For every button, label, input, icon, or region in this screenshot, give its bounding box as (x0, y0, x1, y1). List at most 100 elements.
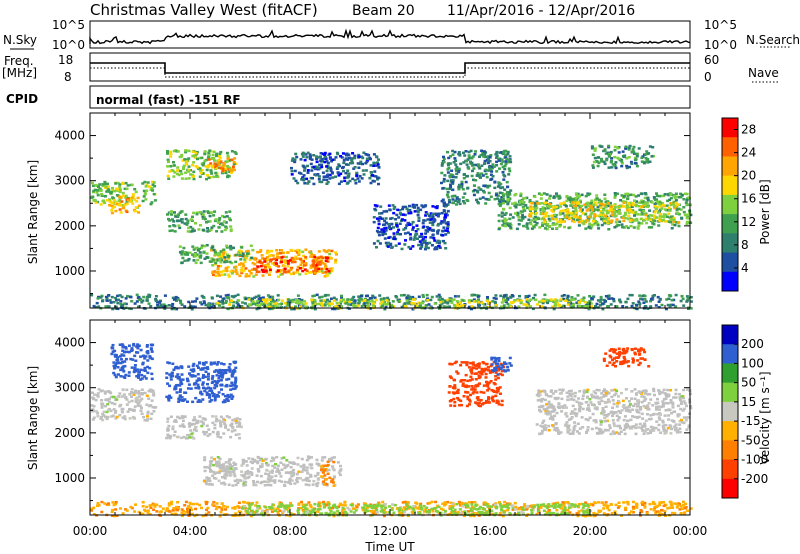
scatter-cell (570, 305, 574, 309)
scatter-cell (593, 201, 597, 204)
scatter-cell (649, 214, 653, 217)
scatter-cell (441, 300, 445, 303)
scatter-cell (98, 187, 102, 191)
scatter-cell (322, 178, 326, 181)
scatter-cell (224, 259, 228, 263)
scatter-cell (424, 232, 428, 235)
scatter-cell (211, 245, 215, 249)
scatter-cell (139, 409, 143, 413)
scatter-cell (315, 157, 319, 161)
scatter-cell (318, 263, 322, 266)
scatter-cell (114, 305, 118, 309)
scatter-cell (237, 433, 241, 436)
scatter-cell (207, 151, 211, 154)
scatter-cell (326, 472, 330, 475)
scatter-cell (192, 259, 196, 262)
scatter-cell (113, 373, 117, 377)
scatter-cell (362, 298, 366, 302)
y-tick-label: 3000 (54, 174, 85, 188)
scatter-cell (617, 209, 621, 213)
scatter-cell (486, 161, 490, 165)
scatter-cell (643, 192, 647, 195)
scatter-cell (199, 400, 203, 403)
scatter-cell (613, 214, 617, 217)
scatter-cell (423, 219, 427, 222)
scatter-cell (368, 176, 372, 180)
scatter-cell (199, 256, 202, 259)
scatter-cell (324, 265, 328, 268)
scatter-cell (547, 299, 551, 302)
scatter-cell (589, 204, 593, 207)
scatter-cell (166, 213, 169, 216)
scatter-cell (404, 226, 408, 230)
scatter-cell (210, 377, 214, 380)
scatter-cell (257, 298, 261, 301)
scatter-cell (679, 208, 683, 211)
scatter-cell (178, 416, 182, 420)
scatter-cell (109, 391, 113, 394)
scatter-cell (484, 172, 488, 176)
scatter-cell (175, 307, 179, 311)
scatter-cell (203, 257, 207, 260)
scatter-cell (194, 261, 198, 265)
scatter-cell (121, 346, 125, 349)
scatter-cell (613, 226, 617, 229)
scatter-cell (222, 220, 226, 223)
scatter-cell (297, 171, 301, 175)
scatter-cell (207, 386, 211, 389)
scatter-cell (346, 163, 350, 166)
scatter-cell (187, 422, 191, 426)
scatter-cell (236, 293, 240, 297)
scatter-cell (209, 387, 213, 390)
scatter-cell (579, 299, 583, 302)
scatter-cell (384, 221, 388, 224)
scatter-cell (226, 164, 229, 168)
scatter-cell (502, 304, 506, 307)
scatter-cell (559, 202, 563, 205)
velocity-plot-area (90, 342, 693, 518)
scatter-cell (178, 424, 182, 428)
scatter-cell (577, 220, 581, 224)
scatter-cell (533, 202, 537, 205)
scatter-cell (388, 208, 392, 211)
scatter-cell (654, 198, 657, 202)
scatter-cell (191, 300, 194, 303)
scatter-cell (213, 361, 217, 364)
scatter-cell (92, 405, 96, 408)
scatter-cell (115, 358, 119, 362)
scatter-cell (556, 220, 560, 223)
scatter-cell (180, 155, 184, 158)
scatter-cell (355, 174, 359, 178)
scatter-cell (506, 201, 510, 204)
scatter-cell (223, 477, 227, 480)
scatter-cell (668, 216, 672, 219)
scatter-cell (264, 472, 268, 475)
scatter-cell (503, 217, 507, 220)
scatter-cell (612, 299, 616, 303)
colorbar-swatch (722, 137, 738, 157)
scatter-cell (410, 223, 414, 226)
scatter-cell (191, 227, 195, 231)
scatter-cell (334, 175, 338, 178)
scatter-cell (615, 192, 619, 195)
scatter-cell (503, 164, 507, 168)
scatter-cell (213, 426, 217, 430)
scatter-cell (441, 187, 445, 190)
scatter-cell (597, 227, 601, 230)
scatter-cell (200, 424, 204, 428)
scatter-cell (234, 265, 238, 268)
scatter-cell (505, 157, 509, 161)
scatter-cell (462, 173, 466, 176)
scatter-cell (531, 307, 535, 311)
scatter-cell (447, 198, 451, 202)
scatter-cell (533, 216, 537, 219)
scatter-cell (236, 425, 239, 428)
scatter-cell (606, 305, 610, 308)
scatter-cell (629, 210, 633, 213)
scatter-cell (209, 462, 213, 465)
scatter-cell (138, 399, 142, 402)
scatter-cell (296, 477, 299, 480)
scatter-cell (471, 392, 475, 395)
scatter-cell (685, 213, 689, 216)
scatter-cell (660, 201, 664, 205)
